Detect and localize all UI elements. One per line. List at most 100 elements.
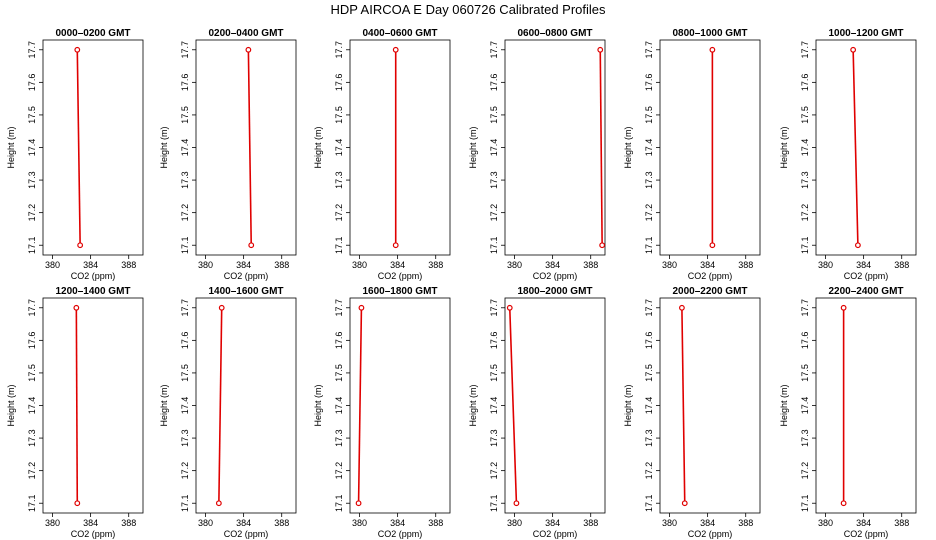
- profile-point: [355, 500, 362, 507]
- y-tick-label: 17.5: [644, 106, 654, 124]
- x-tick-label: 388: [428, 260, 443, 270]
- y-tick-label: 17.2: [800, 462, 810, 480]
- panel: 0400–0600 GMT 380 384 388 17.1 17.2 17.3 17.4 17…: [313, 28, 451, 281]
- y-tick-label: 17.7: [27, 299, 37, 317]
- y-tick-label: 17.3: [334, 171, 344, 189]
- profile-point: [358, 304, 365, 311]
- y-tick-label: 17.4: [800, 139, 810, 157]
- profile-line: [75, 307, 79, 504]
- y-tick-label: 17.4: [800, 397, 810, 415]
- y-axis-label: Height (m): [623, 384, 633, 426]
- x-tick-label: 388: [274, 518, 289, 528]
- y-tick-label: 17.2: [27, 204, 37, 222]
- y-tick-label: 17.7: [800, 299, 810, 317]
- profile-point: [506, 304, 513, 311]
- plot-frame: [195, 39, 297, 256]
- plot-frame: [815, 39, 917, 256]
- x-tick-label: 380: [198, 518, 213, 528]
- y-tick-label: 17.2: [27, 462, 37, 480]
- x-tick-label: 380: [45, 518, 60, 528]
- profile-line: [247, 49, 253, 246]
- y-tick-label: 17.3: [644, 171, 654, 189]
- panel-title: 2000–2200 GMT: [672, 286, 747, 297]
- main-title: HDP AIRCOA E Day 060726 Calibrated Profi…: [330, 2, 606, 17]
- x-tick-label: 380: [507, 260, 522, 270]
- y-tick-label: 17.6: [489, 74, 499, 92]
- y-tick-label: 17.3: [334, 429, 344, 447]
- x-tick-label: 380: [818, 518, 833, 528]
- y-tick-label: 17.5: [180, 106, 190, 124]
- profile-point: [855, 242, 861, 249]
- y-tick-label: 17.7: [180, 41, 190, 59]
- y-tick-label: 17.7: [800, 41, 810, 59]
- y-axis-label: Height (m): [623, 126, 633, 168]
- y-tick-label: 17.6: [800, 332, 810, 350]
- y-tick-label: 17.1: [334, 494, 344, 512]
- y-tick-label: 17.7: [644, 41, 654, 59]
- x-axis-label: CO2 (ppm): [378, 271, 423, 281]
- panel: 1200–1400 GMT 380 384 388 17.1 17.2 17.3 17.4 17…: [6, 286, 144, 539]
- panel: 0800–1000 GMT 380 384 388 17.1 17.2 17.3 17.4 17…: [623, 28, 761, 281]
- y-tick-label: 17.3: [180, 429, 190, 447]
- y-tick-label: 17.1: [180, 494, 190, 512]
- x-axis-label: CO2 (ppm): [533, 529, 578, 539]
- y-tick-label: 17.2: [644, 204, 654, 222]
- profile-point: [597, 46, 604, 53]
- x-tick-label: 384: [856, 260, 871, 270]
- panel-title: 0200–0400 GMT: [208, 28, 283, 39]
- profile-line: [218, 307, 223, 504]
- plot-frame: [42, 297, 144, 514]
- y-tick-label: 17.7: [489, 41, 499, 59]
- y-tick-label: 17.1: [334, 236, 344, 254]
- profile-point: [599, 242, 606, 249]
- profile-point: [681, 500, 688, 507]
- plot-frame: [504, 39, 606, 256]
- x-tick-label: 388: [428, 518, 443, 528]
- y-tick-label: 17.7: [334, 41, 344, 59]
- x-tick-label: 380: [352, 260, 367, 270]
- profile-line: [681, 307, 686, 504]
- x-tick-label: 380: [818, 260, 833, 270]
- y-axis-label: Height (m): [6, 126, 16, 168]
- y-tick-label: 17.7: [180, 299, 190, 317]
- y-tick-label: 17.3: [800, 171, 810, 189]
- y-tick-label: 17.3: [180, 171, 190, 189]
- y-tick-label: 17.7: [489, 299, 499, 317]
- profile-point: [392, 242, 399, 249]
- x-tick-label: 384: [83, 518, 98, 528]
- y-axis-label: Height (m): [779, 384, 789, 426]
- y-tick-label: 17.1: [27, 236, 37, 254]
- panel-title: 1600–1800 GMT: [362, 286, 437, 297]
- y-tick-label: 17.1: [800, 236, 810, 254]
- x-tick-label: 384: [545, 518, 560, 528]
- y-tick-label: 17.3: [489, 429, 499, 447]
- y-tick-label: 17.3: [489, 171, 499, 189]
- y-tick-label: 17.7: [644, 299, 654, 317]
- y-tick-label: 17.6: [334, 74, 344, 92]
- y-tick-label: 17.4: [180, 397, 190, 415]
- x-tick-label: 384: [236, 518, 251, 528]
- y-tick-label: 17.1: [644, 236, 654, 254]
- panels-group: 0000–0200 GMT 380 384 388 17.1 17.2 17.3 17.4 17…: [6, 28, 917, 539]
- y-tick-label: 17.1: [180, 236, 190, 254]
- y-tick-label: 17.2: [800, 204, 810, 222]
- y-tick-label: 17.2: [180, 462, 190, 480]
- y-axis-label: Height (m): [6, 384, 16, 426]
- x-axis-label: CO2 (ppm): [844, 529, 889, 539]
- y-tick-label: 17.2: [180, 204, 190, 222]
- y-tick-label: 17.6: [180, 332, 190, 350]
- y-tick-label: 17.6: [489, 332, 499, 350]
- x-axis-label: CO2 (ppm): [224, 271, 269, 281]
- y-tick-label: 17.6: [180, 74, 190, 92]
- x-tick-label: 384: [856, 518, 871, 528]
- y-tick-label: 17.2: [334, 204, 344, 222]
- y-tick-label: 17.4: [489, 397, 499, 415]
- y-tick-label: 17.3: [800, 429, 810, 447]
- panel-title: 1000–1200 GMT: [828, 28, 903, 39]
- panel: 0000–0200 GMT 380 384 388 17.1 17.2 17.3 17.4 17…: [6, 28, 144, 281]
- profile-line: [357, 307, 363, 504]
- profile-point: [392, 46, 399, 53]
- y-tick-label: 17.5: [489, 364, 499, 382]
- plot-frame: [659, 39, 761, 256]
